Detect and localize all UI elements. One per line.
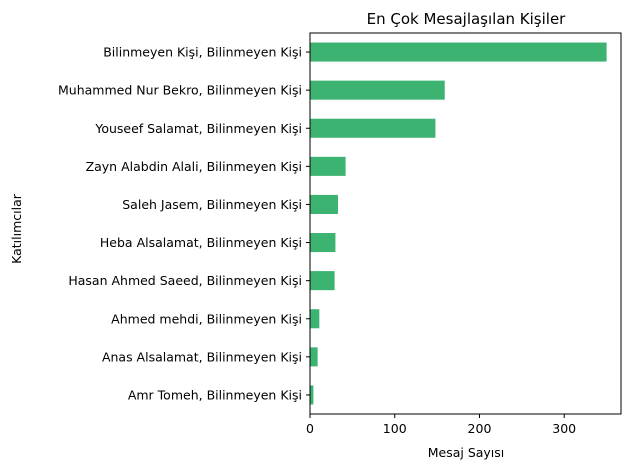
bar [310,42,607,62]
bar [310,233,336,253]
y-tick-label: Saleh Jasem, Bilinmeyen Kişi [122,197,302,212]
chart-title: En Çok Mesajlaşılan Kişiler [367,10,567,28]
y-tick-label: Ahmed mehdi, Bilinmeyen Kişi [111,311,302,326]
bar [310,194,338,214]
y-tick-label: Muhammed Nur Bekro, Bilinmeyen Kişi [58,83,302,98]
bars-group [310,42,607,405]
y-tick-label: Anas Alsalamat, Bilinmeyen Kişi [102,349,302,364]
y-tick-label: Zayn Alabdin Alali, Bilinmeyen Kişi [86,159,302,174]
bar [310,80,445,100]
bar [310,271,335,291]
bar [310,156,346,176]
x-tick-label: 200 [468,421,492,436]
bar [310,347,318,367]
plot-frame [309,32,622,415]
y-axis-ticks: Bilinmeyen Kişi, Bilinmeyen Kişi Muhammed… [58,45,310,402]
y-tick-label: Heba Alsalamat, Bilinmeyen Kişi [100,235,302,250]
x-axis-label: Mesaj Sayısı [428,445,505,460]
y-tick-label: Hasan Ahmed Saeed, Bilinmeyen Kişi [68,273,302,288]
y-axis-label: Katılımcılar [9,193,24,264]
y-tick-label: Bilinmeyen Kişi, Bilinmeyen Kişi [103,45,302,60]
x-tick-label: 300 [552,421,576,436]
y-tick-label: Amr Tomeh, Bilinmeyen Kişi [128,387,302,402]
x-tick-label: 100 [383,421,407,436]
bar [310,385,314,405]
x-axis-ticks: 0 100 200 300 [306,414,576,436]
bar [310,118,436,138]
y-tick-label: Youseef Salamat, Bilinmeyen Kişi [94,121,302,136]
bar [310,309,320,329]
x-tick-label: 0 [306,421,314,436]
